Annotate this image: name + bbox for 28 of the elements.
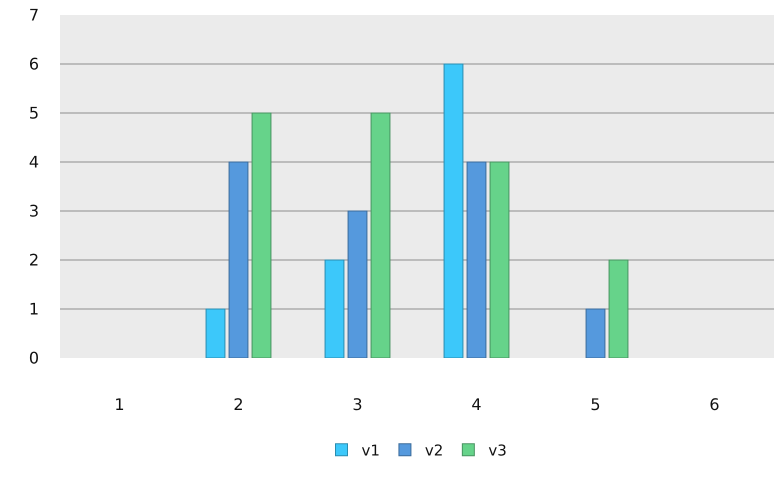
legend-label: v2 <box>424 442 444 460</box>
bar <box>466 162 486 358</box>
y-tick-label: 0 <box>28 348 39 368</box>
x-tick-label: 2 <box>233 395 244 414</box>
bar <box>370 112 390 358</box>
y-tick-label: 6 <box>28 54 39 74</box>
x-tick-label: 6 <box>709 395 720 414</box>
x-tick-label: 3 <box>352 395 363 414</box>
bar <box>228 162 248 358</box>
bar <box>586 308 606 358</box>
y-tick-label: 1 <box>28 300 39 319</box>
legend-label: v3 <box>488 442 507 460</box>
bar <box>490 162 510 358</box>
bar <box>348 210 368 358</box>
y-tick-label: 5 <box>28 104 39 123</box>
bar <box>324 260 344 358</box>
x-tick-label: 1 <box>114 395 125 414</box>
bar <box>252 112 272 358</box>
bar <box>444 64 464 358</box>
y-tick-label: 7 <box>28 6 39 25</box>
y-tick-label: 4 <box>28 152 39 172</box>
legend-label: v1 <box>362 442 380 460</box>
x-tick-label: 5 <box>590 395 601 414</box>
bar <box>608 260 628 358</box>
x-tick-label: 4 <box>471 395 482 414</box>
y-tick-label: 3 <box>28 202 39 221</box>
bar <box>206 308 226 358</box>
y-tick-label: 2 <box>28 250 39 270</box>
